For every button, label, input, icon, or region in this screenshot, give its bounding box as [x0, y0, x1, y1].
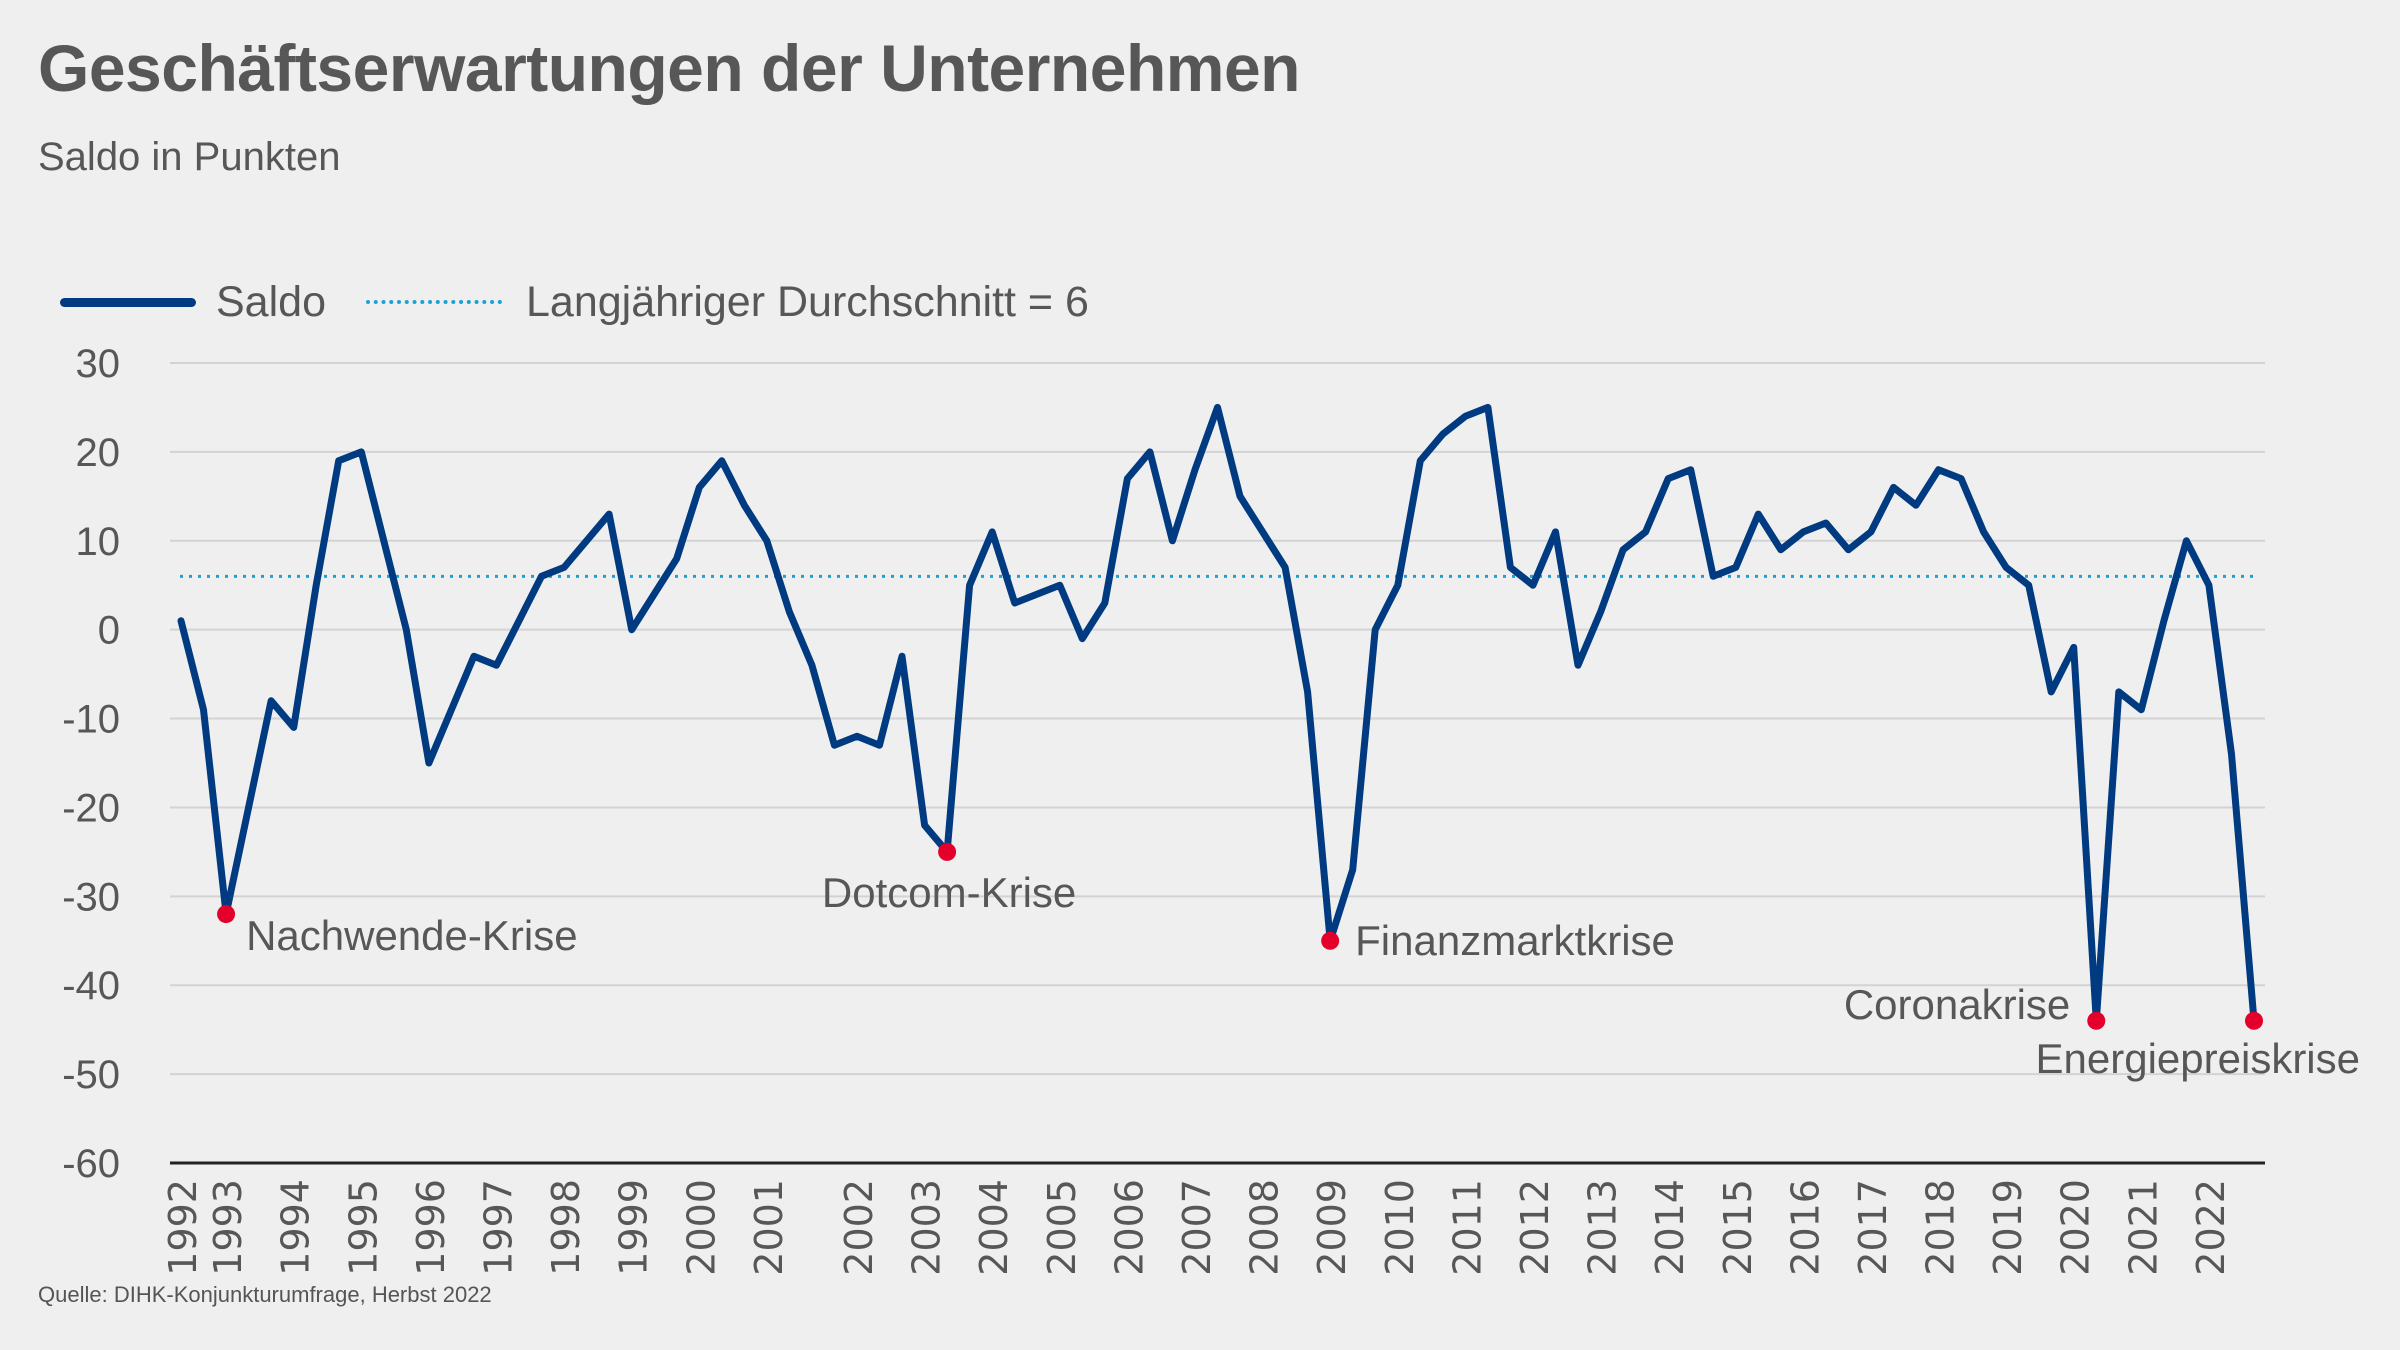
x-tick-label: 2002 [837, 1179, 881, 1276]
legend-item-average: Langjähriger Durchschnitt = 6 [365, 277, 1089, 327]
y-tick-label: -20 [62, 786, 120, 830]
crisis-marker [938, 842, 957, 861]
x-tick-label: 2008 [1243, 1179, 1287, 1276]
x-tick-label: 2001 [747, 1179, 791, 1276]
x-tick-label: 1996 [409, 1179, 453, 1276]
x-tick-label: 2022 [2189, 1179, 2233, 1276]
x-tick-label: 2000 [679, 1179, 723, 1276]
x-tick-label: 2012 [1513, 1179, 1557, 1276]
x-tick-label: 2015 [1716, 1179, 1760, 1276]
x-tick-label: 2018 [1919, 1179, 1963, 1276]
x-tick-label: 1998 [544, 1179, 588, 1276]
x-tick-label: 2009 [1310, 1179, 1354, 1276]
y-tick-label: 20 [76, 431, 121, 475]
crisis-marker [2245, 1011, 2263, 1030]
legend: Saldo Langjähriger Durchschnitt = 6 [60, 272, 1129, 332]
x-tick-label: 1993 [206, 1179, 250, 1276]
y-tick-label: 10 [76, 520, 121, 564]
annotation-label: Dotcom-Krise [822, 869, 1076, 916]
x-tick-label: 2020 [2054, 1179, 2098, 1276]
x-tick-label: 2007 [1175, 1179, 1219, 1276]
x-tick-label: 1992 [161, 1179, 205, 1276]
y-axis-ticks: 30 20 10 0 -10 -20 -30 -40 -50 -60 [62, 342, 120, 1186]
y-tick-label: -40 [62, 964, 120, 1008]
legend-swatch-average [365, 300, 502, 304]
y-tick-label: -10 [62, 698, 120, 742]
x-axis-ticks: 1992 1993 1994 1995 1996 1997 1998 1999 2000 2001… [161, 1179, 2233, 1276]
crisis-marker [2087, 1011, 2106, 1030]
legend-label-saldo: Saldo [216, 277, 326, 326]
x-tick-label: 2021 [2121, 1179, 2165, 1276]
legend-swatch-saldo [60, 297, 196, 307]
legend-label-average: Langjähriger Durchschnitt = 6 [525, 277, 1089, 326]
x-tick-label: 1995 [341, 1179, 385, 1276]
annotation-label: Energiepreiskrise [2036, 1035, 2360, 1082]
x-tick-label: 2014 [1648, 1179, 1692, 1276]
x-tick-label: 2005 [1040, 1179, 1084, 1276]
x-tick-label: 2010 [1378, 1179, 1422, 1276]
crisis-marker [1321, 931, 1340, 950]
x-tick-label: 2016 [1783, 1179, 1827, 1276]
x-tick-label: 1999 [612, 1179, 656, 1276]
legend-item-saldo: Saldo [60, 278, 326, 327]
crisis-marker [217, 905, 236, 924]
x-tick-label: 2011 [1445, 1179, 1489, 1276]
gridlines [170, 362, 2265, 1076]
x-tick-label: 2019 [1986, 1179, 2030, 1276]
annotation-label: Finanzmarktkrise [1355, 917, 1675, 964]
y-tick-label: -60 [62, 1142, 120, 1186]
y-tick-label: -50 [62, 1053, 120, 1097]
y-tick-label: -30 [62, 875, 120, 919]
x-tick-label: 2013 [1581, 1179, 1625, 1276]
chart-subtitle: Saldo in Punkten [38, 135, 341, 179]
source-note: Quelle: DIHK-Konjunkturumfrage, Herbst 2… [38, 1282, 492, 1307]
x-tick-label: 1997 [476, 1179, 520, 1276]
x-tick-label: 2003 [905, 1179, 949, 1276]
x-tick-label: 1994 [274, 1179, 318, 1276]
x-tick-label: 2004 [972, 1179, 1016, 1276]
annotations: Nachwende-Krise Dotcom-Krise Finanzmarktkr… [217, 842, 2360, 1082]
x-tick-label: 2017 [1851, 1179, 1895, 1276]
annotation-label: Nachwende-Krise [246, 912, 577, 959]
chart-title: Geschäftserwartungen der Unternehmen [38, 31, 1300, 105]
y-tick-label: 0 [98, 609, 120, 653]
annotation-label: Coronakrise [1844, 981, 2070, 1028]
x-tick-label: 2006 [1107, 1179, 1151, 1276]
y-tick-label: 30 [76, 342, 121, 386]
